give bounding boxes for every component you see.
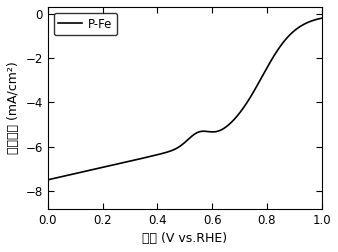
Line: P-Fe: P-Fe (48, 18, 322, 180)
Legend: P-Fe: P-Fe (54, 13, 117, 35)
P-Fe (264, 67, 268, 70)
P-Fe (46, 178, 50, 181)
P-Fe (166, 150, 170, 153)
P-Fe (234, 116, 238, 119)
P-Fe (320, 17, 324, 20)
P-Fe (156, 153, 161, 156)
X-axis label: 电势 (V vs.RHE): 电势 (V vs.RHE) (142, 232, 227, 245)
P-Fe (74, 172, 78, 175)
P-Fe (259, 76, 263, 79)
Y-axis label: 电流密度 (mA/cm²): 电流密度 (mA/cm²) (7, 61, 20, 154)
